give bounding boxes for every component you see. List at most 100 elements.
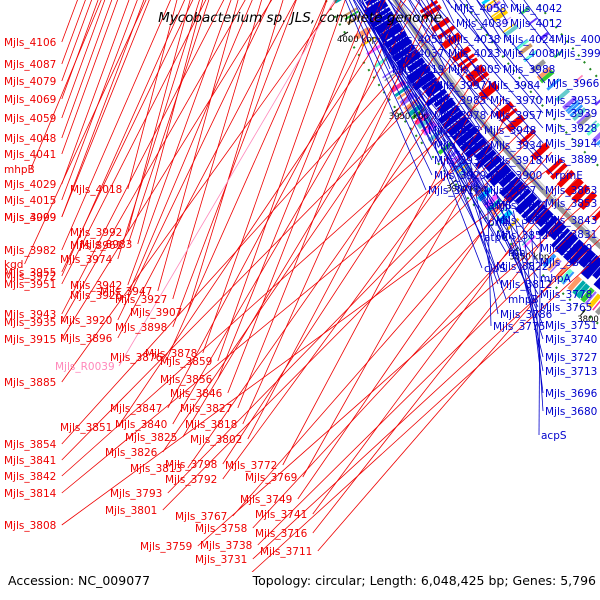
gene-label-left: Mjls_3951 [4, 279, 56, 291]
cog-stripe [567, 101, 581, 115]
leader-line-right [380, 0, 433, 101]
leader-line-right [420, 0, 489, 101]
leader-line-left [202, 0, 328, 354]
gene-label-left: Mjls_4041 [4, 149, 56, 161]
gene-label-right: Mjls_4058 [454, 3, 506, 15]
reverse-gene-arrow [460, 132, 483, 153]
gene-label-right: Mjls_3696 [545, 388, 598, 400]
gene-label-right: Mjls_3822 [496, 261, 548, 273]
cog-stripe [487, 198, 502, 212]
reverse-gene-arrow [568, 244, 590, 267]
leader-line-left [61, 48, 468, 461]
reverse-gene-arrow [514, 192, 538, 215]
cog-stripe [580, 287, 595, 303]
gene-label-left: Mjls_3885 [4, 377, 56, 389]
reverse-gene-arrow [592, 266, 600, 280]
leader-line-left [157, 0, 239, 292]
leader-line-left [217, 0, 346, 362]
cog-stripe [584, 120, 598, 133]
leader-line-right [445, 0, 544, 114]
leader-line-right [478, 172, 544, 326]
gene-label-left: Mjls_4069 [4, 94, 56, 106]
leader-line-right [495, 191, 544, 340]
gene-label-left: Mjls_3992 [70, 227, 122, 239]
cog-stripe [576, 111, 590, 125]
gene-label-right: Mjls_3740 [545, 334, 597, 346]
leader-line-left [61, 0, 246, 323]
gene-label-left: Mjls_4018 [70, 184, 122, 196]
cog-stripe [417, 115, 433, 130]
map-title: Mycobacterium sp. JLS, complete genome [158, 10, 442, 26]
gene-label-left: mhpB [4, 164, 35, 176]
leader-line-left [317, 225, 600, 552]
leader-line-right [387, 0, 489, 146]
gene-label-right: Mjls_3978 [434, 110, 486, 122]
gene-label-right: Mjls_3871 [496, 200, 548, 212]
cog-stripe [558, 268, 573, 284]
gene-label-left: Mjls_3731 [195, 554, 247, 566]
leader-line-left [61, 0, 186, 277]
leader-line-left [117, 0, 297, 339]
cog-stripe [346, 13, 362, 25]
cog-stripe [546, 78, 561, 91]
cog-stripe [486, 1, 501, 12]
gene-label-left: Mjls_3827 [180, 403, 232, 415]
gene-label-left: Mjls_3898 [115, 322, 167, 334]
leader-line-left [61, 87, 497, 477]
reverse-gene-arrow [554, 231, 579, 256]
gene-label-right: Mjls_3803 [540, 257, 592, 269]
reverse-gene-arrow [593, 276, 600, 290]
forward-gene-arrow [478, 81, 500, 101]
gene-label-right: Mjls_4008 [503, 48, 555, 60]
gene-label-right: Mjls_3963 [428, 125, 480, 137]
cog-stripe [592, 300, 600, 311]
reverse-gene-arrow [451, 122, 474, 141]
gene-label-left: Mjls_3876 [110, 352, 163, 364]
gene-label-left: Mjls_3925 [70, 290, 122, 302]
leader-line-left [197, 195, 595, 547]
cog-stripe [444, 149, 459, 162]
kbp-tick-label: 3850 kbp [509, 252, 549, 262]
leader-line-right [409, 0, 489, 116]
gene-label-left: Mjls_3818 [185, 419, 237, 431]
gene-label-right: Mjls_3713 [545, 366, 597, 378]
gene-label-left: Mjls_3935 [4, 317, 56, 329]
gene-label-left: Mjls_3907 [130, 307, 182, 319]
leader-line-left [61, 0, 130, 185]
gene-label-left: Mjls_3856 [160, 374, 213, 386]
gene-label-left: Mjls_3896 [60, 333, 113, 345]
gene-label-right: mhpA [540, 273, 572, 285]
forward-gene-arrow [564, 177, 584, 197]
forward-gene-arrow [457, 53, 475, 68]
gene-label-left: Mjls_3726 [190, 571, 243, 583]
gene-label-left: Mjls_3847 [110, 403, 162, 415]
reverse-gene-arrow [580, 254, 600, 280]
cog-stripe [595, 139, 600, 146]
gene-label-left: Mjls_3749 [240, 494, 292, 506]
leader-line-right [414, 91, 483, 269]
gene-label-left: Mjls_3915 [4, 334, 56, 346]
leader-line-right [359, 0, 544, 204]
leader-line-left [61, 0, 150, 218]
leader-line-right [469, 162, 499, 315]
gene-label-left: Mjls_3741 [255, 509, 307, 521]
leader-line-right [371, 0, 544, 191]
cog-stripe [354, 26, 372, 40]
misc-feature [528, 17, 538, 26]
leader-line-right [394, 0, 483, 131]
gene-label-left: Mjls_3983 [80, 239, 132, 251]
gene-label-right: Mjls_3819 [540, 243, 592, 255]
cog-stripe [514, 38, 528, 50]
cog-stripe [565, 99, 579, 113]
leader-line-left [162, 28, 454, 453]
gene-label-right: Mjls_3853 [545, 198, 597, 210]
reverse-gene-arrow [441, 109, 465, 130]
cog-stripe [567, 276, 582, 292]
gene-label-right: Mjls_3889 [545, 154, 597, 166]
leader-line-left [242, 0, 434, 425]
leader-line-right [377, 38, 495, 236]
gene-label-left: Mjls_3813 [130, 463, 182, 475]
cog-stripe [523, 50, 537, 61]
leader-line-left [172, 0, 421, 425]
leader-line-left [182, 8, 441, 438]
